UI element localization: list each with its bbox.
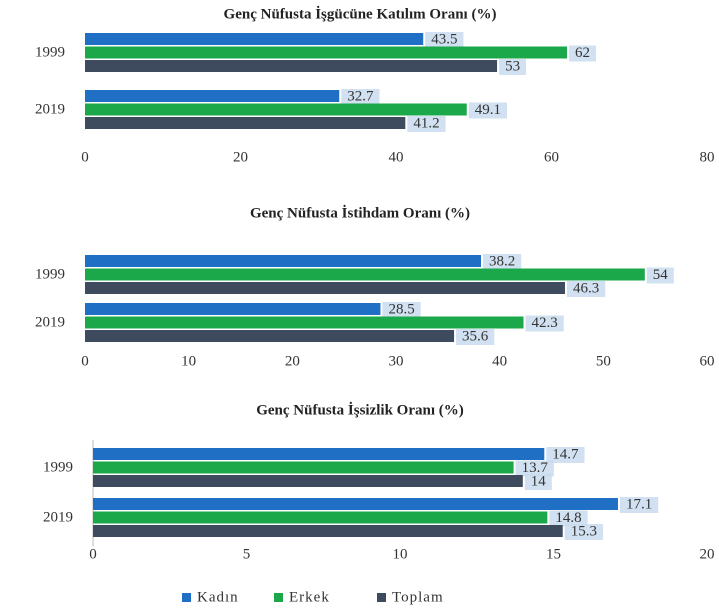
value-label: 14 <box>531 473 547 489</box>
value-label-bg <box>525 315 564 332</box>
value-label: 35.6 <box>462 328 489 344</box>
value-label: 54 <box>653 267 669 283</box>
x-tick-label: 40 <box>492 353 507 369</box>
bar <box>85 90 340 102</box>
value-label-bg <box>468 102 508 119</box>
x-tick-label: 40 <box>389 149 404 165</box>
value-label: 46.3 <box>573 280 599 296</box>
bar <box>85 255 482 267</box>
legend-label: Toplam <box>392 589 444 605</box>
y-tick-label: 1999 <box>35 45 65 61</box>
value-label: 32.7 <box>347 88 374 104</box>
x-tick-label: 30 <box>389 353 404 369</box>
value-label-bg <box>483 254 522 270</box>
bar <box>85 60 498 72</box>
bar <box>85 282 565 294</box>
chart-title: Genç Nüfusta İşgücüne Katılım Oranı (%) <box>224 5 497 22</box>
x-tick-label: 0 <box>81 353 89 369</box>
bar <box>93 525 563 537</box>
bar <box>85 268 645 281</box>
value-label: 15.3 <box>571 523 597 539</box>
x-tick-label: 0 <box>89 546 97 562</box>
y-tick-label: 2019 <box>35 102 65 118</box>
legend-swatch <box>274 593 283 602</box>
value-label-bg <box>515 460 554 477</box>
bar <box>85 316 524 329</box>
value-label-bg <box>619 497 659 513</box>
x-tick-label: 60 <box>544 149 559 165</box>
bar <box>85 33 424 45</box>
value-label: 43.5 <box>431 31 457 47</box>
bar <box>93 498 618 510</box>
y-tick-label: 1999 <box>43 460 73 476</box>
y-tick-label: 1999 <box>35 267 65 283</box>
legend-label: Erkek <box>289 589 330 605</box>
value-label: 38.2 <box>489 253 515 269</box>
value-label: 14.7 <box>552 446 579 462</box>
value-label: 14.8 <box>555 510 581 526</box>
x-tick-label: 20 <box>285 353 300 369</box>
value-label-bg <box>425 32 464 48</box>
value-label-bg <box>499 59 527 75</box>
value-label-bg <box>646 267 674 284</box>
x-tick-label: 5 <box>243 546 251 562</box>
value-label-bg <box>524 474 552 490</box>
value-label: 42.3 <box>532 315 558 331</box>
x-tick-label: 10 <box>181 353 196 369</box>
y-tick-label: 2019 <box>43 510 73 526</box>
x-tick-label: 50 <box>596 353 611 369</box>
value-label: 53 <box>505 58 520 74</box>
x-tick-label: 0 <box>81 149 89 165</box>
x-tick-label: 10 <box>393 546 408 562</box>
value-label-bg <box>407 116 446 132</box>
value-label: 17.1 <box>626 496 652 512</box>
y-tick-label: 2019 <box>35 315 65 331</box>
value-label-bg <box>456 329 495 345</box>
x-tick-label: 60 <box>700 353 715 369</box>
value-label: 41.2 <box>413 115 439 131</box>
x-tick-label: 15 <box>546 546 561 562</box>
value-label-bg <box>546 447 585 463</box>
bar <box>93 511 548 524</box>
value-label: 28.5 <box>388 301 414 317</box>
bar <box>93 461 514 474</box>
value-label: 49.1 <box>475 102 501 118</box>
x-tick-label: 20 <box>700 546 715 562</box>
bar <box>85 46 568 59</box>
bar <box>85 117 406 129</box>
value-label-bg <box>341 89 380 105</box>
value-label-bg <box>569 45 597 62</box>
bar <box>85 330 455 342</box>
bar <box>93 475 523 487</box>
bar <box>93 448 545 460</box>
x-tick-label: 80 <box>700 149 715 165</box>
legend-label: Kadın <box>197 589 239 605</box>
legend-swatch <box>182 593 191 602</box>
chart-title: Genç Nüfusta İşsizlik Oranı (%) <box>256 401 464 418</box>
value-label: 62 <box>575 45 590 61</box>
legend-swatch <box>377 593 386 602</box>
value-label-bg <box>549 510 588 527</box>
value-label: 13.7 <box>522 460 549 476</box>
value-label-bg <box>566 281 606 297</box>
value-label-bg <box>564 524 603 540</box>
value-label-bg <box>382 302 421 318</box>
chart-title: Genç Nüfusta İstihdam Oranı (%) <box>250 204 470 221</box>
bar <box>85 103 467 116</box>
x-tick-label: 20 <box>233 149 248 165</box>
bar <box>85 303 381 315</box>
